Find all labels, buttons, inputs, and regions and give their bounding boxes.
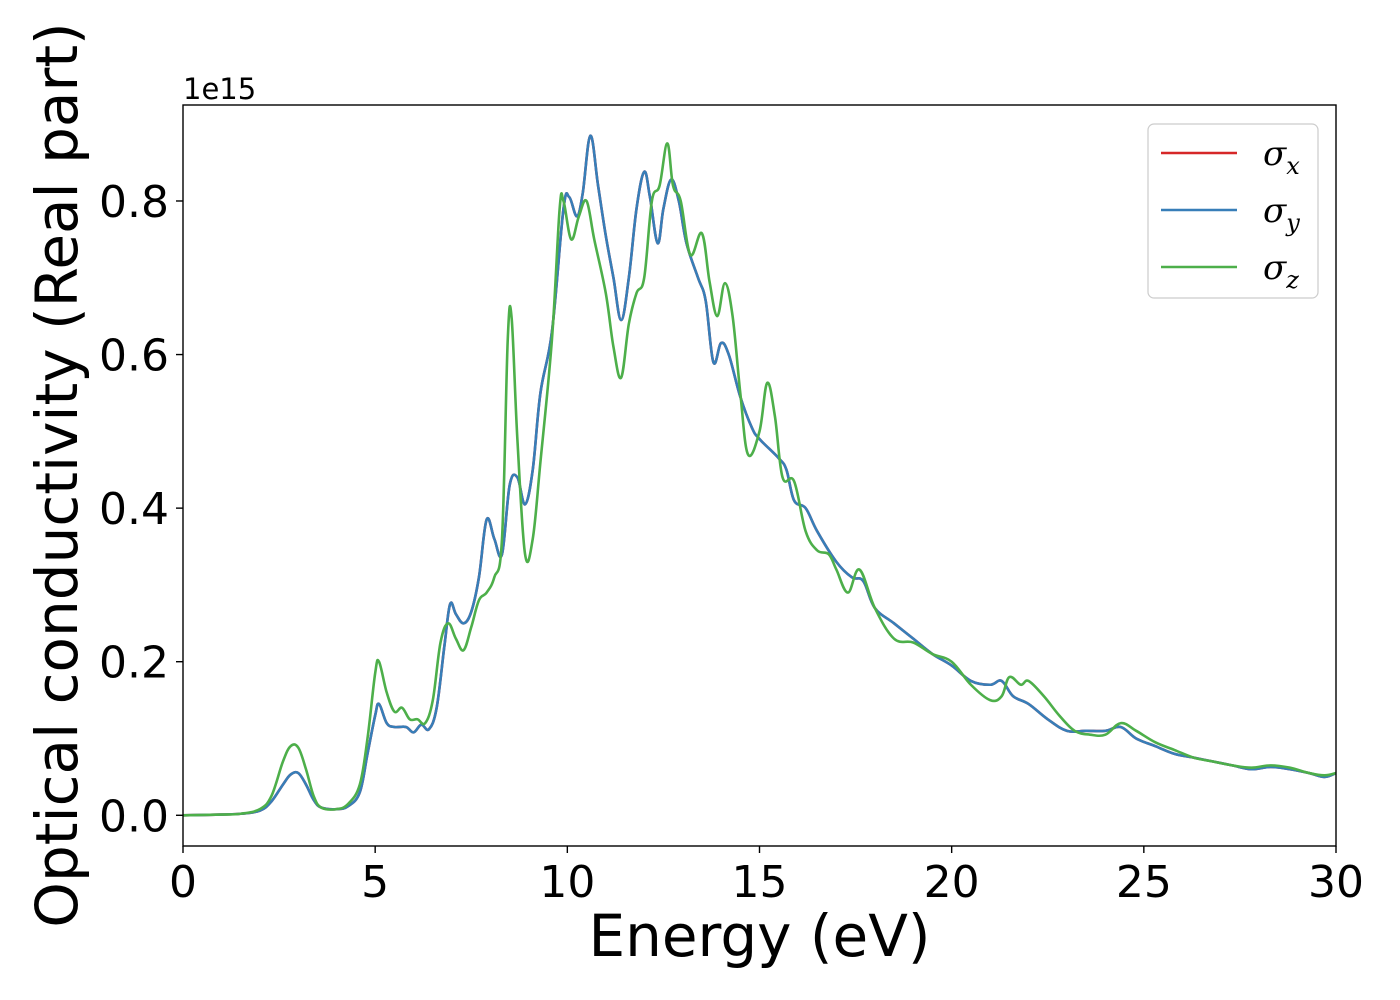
- x-tick-label: 15: [732, 857, 788, 908]
- y-tick-label: 0.4: [99, 484, 169, 535]
- y-axis-ticks: 0.0 0.2 0.4 0.6 0.8: [99, 177, 183, 842]
- y-tick-label: 0.8: [99, 177, 169, 228]
- x-tick-label: 20: [924, 857, 980, 908]
- y-axis-title: Optical conductivity (Real part): [23, 22, 91, 927]
- legend: σx σy σz: [1147, 123, 1319, 299]
- legend-label-y: σy: [1263, 191, 1300, 237]
- y-offset-label: 1e15: [183, 72, 256, 106]
- x-tick-label: 30: [1308, 857, 1364, 908]
- y-tick-label: 0.0: [99, 791, 169, 842]
- x-tick-label: 0: [169, 857, 197, 908]
- x-tick-label: 5: [361, 857, 389, 908]
- x-tick-label: 10: [539, 857, 595, 908]
- x-axis-ticks: 0 5 10 15 20 25 30: [169, 846, 1364, 908]
- x-tick-label: 25: [1116, 857, 1172, 908]
- legend-label-x: σx: [1263, 134, 1300, 180]
- series-line-z: [182, 142, 1337, 817]
- x-axis-title: Energy (eV): [588, 902, 930, 970]
- y-tick-label: 0.2: [99, 638, 169, 689]
- series-line-y: [182, 134, 1337, 817]
- series-layer: [182, 134, 1337, 817]
- legend-label-z: σz: [1263, 248, 1299, 294]
- y-tick-label: 0.6: [99, 331, 169, 382]
